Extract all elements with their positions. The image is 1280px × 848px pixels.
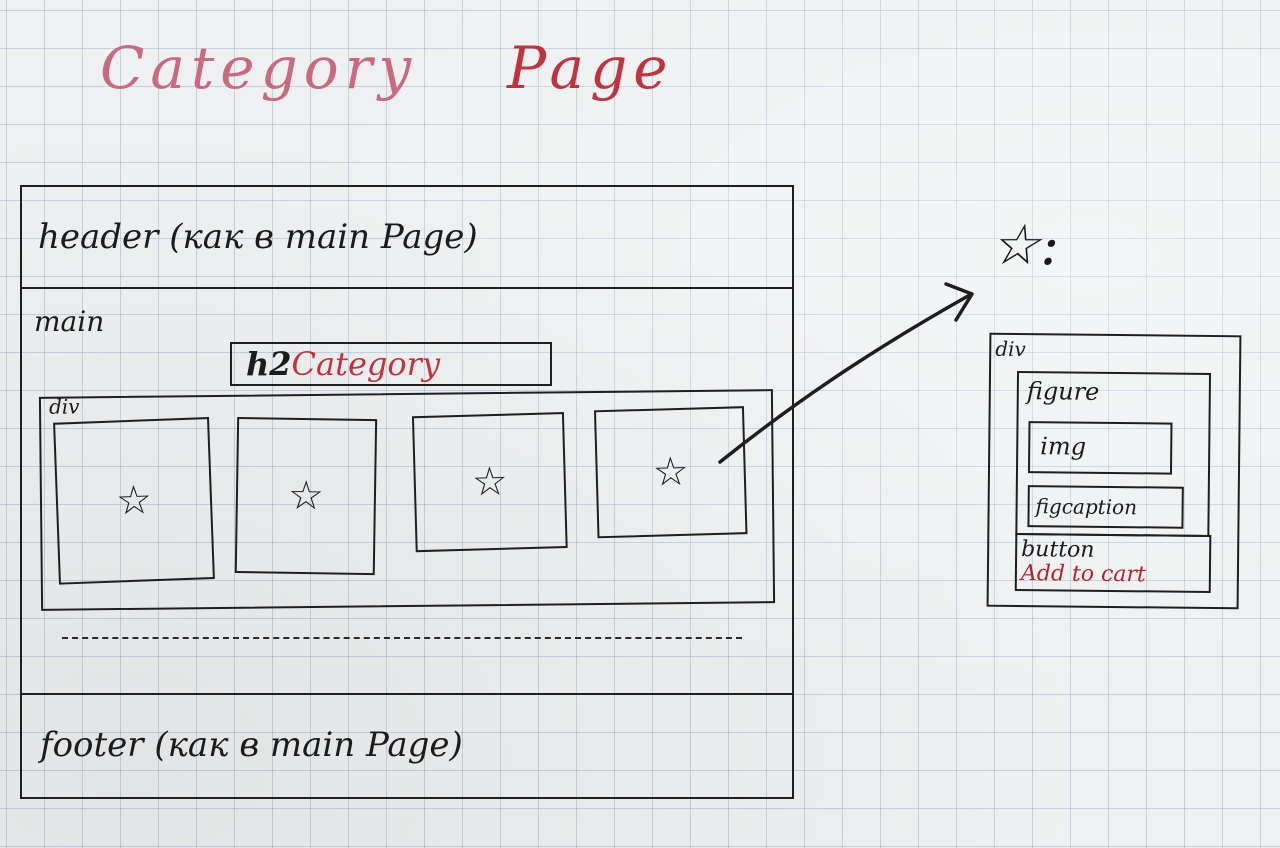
pagination-dashes [62,637,742,645]
footer-label: footer (как в main Page) [40,725,463,765]
button-label: button [1021,537,1095,563]
cards-container-label: div [48,394,80,419]
figure-label: figure [1026,377,1100,406]
wireframe-header: header (как в main Page) [22,187,792,289]
add-to-cart-button[interactable]: button Add to cart [1014,532,1212,594]
figcaption-box: figcaption [1027,485,1184,529]
wireframe-footer: footer (как в main Page) [22,693,792,797]
page-title: Category Page [100,18,668,118]
card-detail: div figure img figcaption button Add to … [986,332,1242,610]
star-icon: ☆ [471,458,509,506]
card-detail-heading: ☆: [990,213,1060,278]
star-icon: ☆ [287,472,325,520]
detail-div-label: div [995,336,1026,362]
h2-tag-label: h2 [246,345,292,383]
header-label: header (как в main Page) [38,217,478,257]
figure-box: figure img figcaption [1015,370,1212,538]
add-to-cart-text: Add to cart [1020,561,1146,588]
star-icon: ☆ [652,448,690,496]
page-wireframe: header (как в main Page) main h2Category… [20,185,794,799]
h2-category-text: Category [291,345,441,383]
arrow-icon [718,282,974,464]
product-card: ☆ [53,417,215,585]
product-card: ☆ [411,412,568,553]
cards-container: div ☆ ☆ ☆ ☆ [38,389,776,611]
page-title-word-category: Category [100,34,418,102]
h2-category-box: h2Category [230,342,552,386]
product-card: ☆ [234,416,378,576]
main-label: main [34,305,105,338]
page-title-word-page: Page [507,34,674,102]
img-box: img [1027,421,1173,475]
star-icon: ☆ [115,477,153,525]
